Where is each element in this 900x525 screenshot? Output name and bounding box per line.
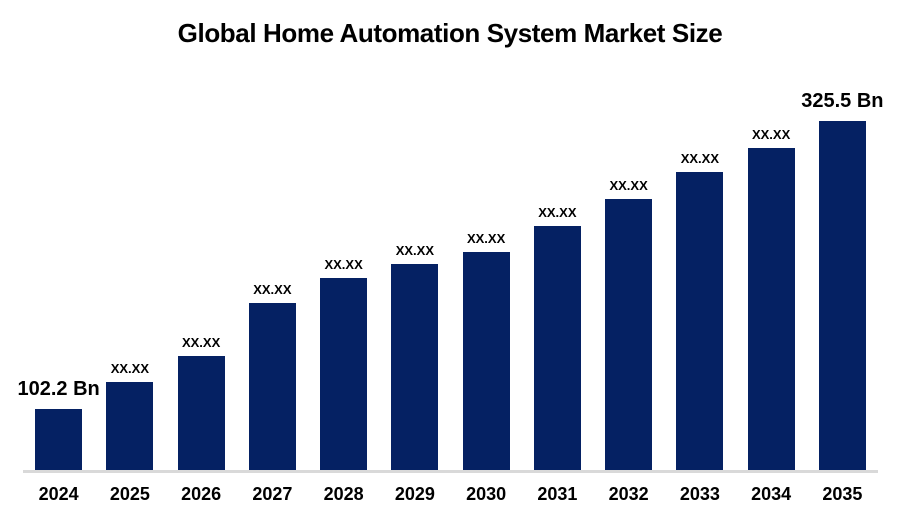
x-axis-label: 2032	[608, 484, 649, 504]
bar	[248, 303, 296, 470]
bar-value-label: XX.XX	[751, 127, 791, 142]
bar-column: XX.XX	[308, 258, 379, 470]
x-axis-label: 2031	[537, 484, 578, 504]
bar-value-label: XX.XX	[395, 243, 435, 258]
bar-value-label: XX.XX	[181, 335, 221, 350]
bar-column: 102.2 Bn	[18, 379, 100, 470]
bar	[35, 409, 83, 470]
x-axis-label: 2026	[181, 484, 222, 504]
bar	[747, 148, 795, 470]
bar-column: XX.XX	[379, 244, 450, 470]
bar-column: XX.XX	[736, 128, 807, 470]
chart-title: Global Home Automation System Market Siz…	[177, 18, 723, 48]
bar-column: XX.XX	[664, 152, 735, 470]
bar-value-label: XX.XX	[110, 361, 150, 376]
bar	[391, 264, 439, 470]
bar-column: XX.XX	[94, 362, 165, 470]
x-axis-label: 2030	[466, 484, 507, 504]
bar-column: XX.XX	[593, 179, 664, 470]
x-axis-label: 2027	[252, 484, 293, 504]
bar-value-label: 325.5 Bn	[801, 90, 884, 112]
plot-area: 102.2 Bn XX.XX XX.XX XX.XX XX.XX XX.XX XX.XX XX…	[18, 60, 884, 470]
x-axis-label: 2033	[679, 484, 720, 504]
bar-value-label: 102.2 Bn	[17, 378, 100, 400]
bar-column: XX.XX	[451, 232, 522, 470]
bar-value-label: XX.XX	[538, 205, 577, 220]
bar-value-label: XX.XX	[253, 282, 292, 297]
x-axis-labels: 2024 2025 2026 2027 2028 2029 2030 2031 2032 2033…	[23, 484, 878, 506]
bar-column: 325.5 Bn	[801, 91, 884, 470]
bar	[320, 278, 368, 470]
bar	[676, 172, 724, 470]
bar-value-label: XX.XX	[324, 257, 363, 272]
x-axis-line	[23, 470, 878, 473]
bar	[533, 226, 581, 470]
bar-column: XX.XX	[522, 206, 593, 470]
x-axis-label: 2028	[323, 484, 364, 504]
bar-value-label: XX.XX	[609, 178, 648, 193]
x-axis-label: 2035	[822, 484, 863, 504]
bar-value-label: XX.XX	[680, 151, 720, 166]
bar	[605, 199, 653, 470]
bar	[106, 382, 154, 470]
x-axis-label: 2024	[38, 484, 79, 504]
bar-column: XX.XX	[166, 336, 237, 470]
bar	[818, 121, 866, 470]
bar-column: XX.XX	[237, 283, 308, 470]
bar	[462, 252, 510, 470]
x-axis-label: 2029	[394, 484, 435, 504]
x-axis-label: 2034	[751, 484, 792, 504]
x-axis-label: 2025	[109, 484, 150, 504]
bar	[177, 356, 225, 470]
bar-value-label: XX.XX	[466, 231, 506, 246]
